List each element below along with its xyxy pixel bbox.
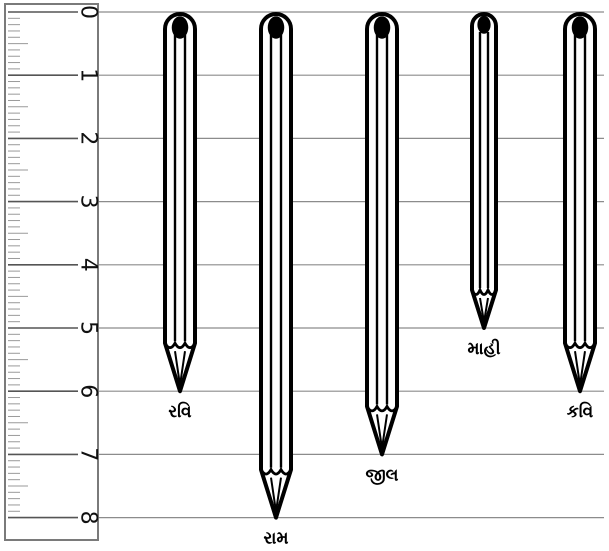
- pencil-4: માહી: [467, 12, 501, 359]
- ruler-number: 4: [76, 258, 101, 272]
- pencil-body: [470, 12, 498, 330]
- ruler-ticks: [8, 11, 78, 519]
- pencil-cone-line: [479, 297, 489, 323]
- ruler-number: 5: [76, 321, 101, 335]
- ruler-body: [4, 3, 99, 541]
- ruler: 0 1 2 3 4 5 6 7 8: [4, 3, 101, 541]
- ruler-number: 8: [76, 511, 101, 525]
- ruler-number: 7: [76, 447, 101, 461]
- pencil-cap: [171, 16, 189, 39]
- pencil-2: રામ: [259, 12, 293, 549]
- pencil-cap: [267, 16, 285, 39]
- pencil-sharpened-edge: [563, 340, 597, 350]
- pencil-sharpened-edge: [259, 466, 293, 476]
- pencil-cap: [477, 15, 491, 34]
- pencil-cone-line: [174, 351, 186, 386]
- pencil-cone-line: [376, 414, 388, 449]
- pencil-body: [563, 12, 597, 394]
- pencil-1: રવિ: [163, 12, 197, 422]
- ruler-number: 6: [76, 384, 101, 398]
- pencil-sharpened-edge: [365, 403, 399, 413]
- pencil-body: [365, 12, 399, 457]
- ruler-labels: 0 1 2 3 4 5 6 7 8: [76, 5, 101, 525]
- ruler-number: 1: [76, 68, 101, 82]
- pencil-cap: [571, 16, 589, 39]
- pencil-body: [163, 12, 197, 394]
- pencil-name-label: રવિ: [168, 401, 192, 422]
- pencil-name-label: કવિ: [567, 401, 594, 422]
- pencil-name-label: રામ: [264, 529, 289, 549]
- pencil-sharpened-edge: [470, 286, 498, 296]
- pencil-sharpened-edge: [163, 340, 197, 350]
- pencil-cone-line: [270, 477, 282, 512]
- pencil-cone-line: [574, 351, 586, 386]
- pencil-name-label: જીલ: [365, 465, 398, 485]
- pencil-3: જીલ: [365, 12, 399, 485]
- ruler-number: 0: [76, 5, 101, 19]
- pencil-cap: [373, 16, 391, 39]
- ruler-number: 3: [76, 195, 101, 209]
- pencil-5: કવિ: [563, 12, 597, 422]
- pencils: રવિ રામ જીલ માહી કવિ: [163, 12, 597, 549]
- ruler-number: 2: [76, 131, 101, 145]
- gridlines: [14, 11, 604, 519]
- pencil-name-label: માહી: [467, 338, 500, 359]
- pencil-body: [259, 12, 293, 520]
